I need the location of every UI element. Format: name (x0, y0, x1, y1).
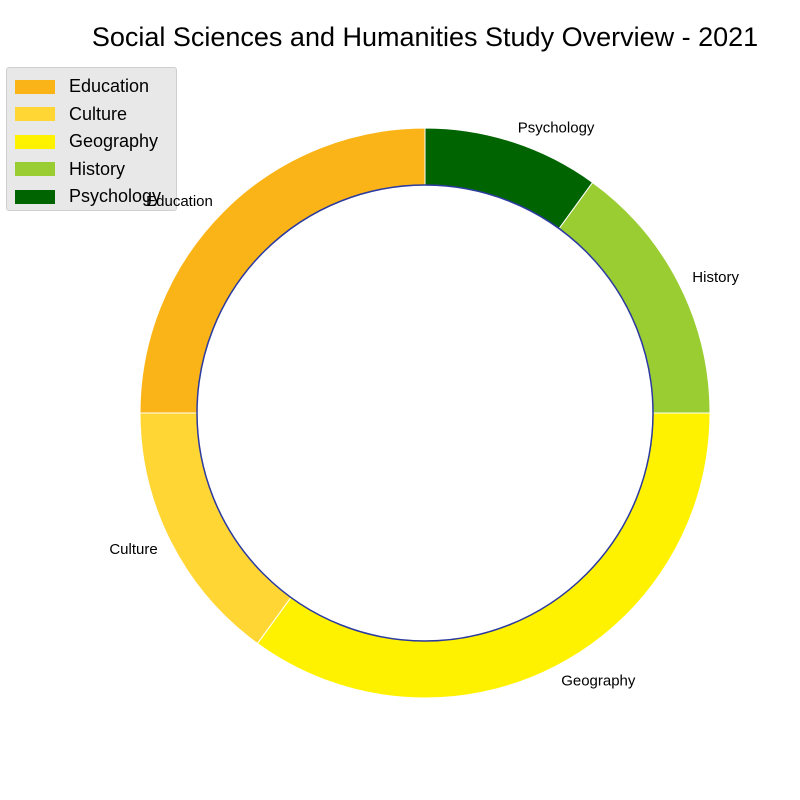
legend-item-psychology: Psychology (7, 183, 176, 211)
slice-label-culture: Culture (109, 541, 157, 558)
slice-label-history: History (692, 269, 739, 286)
legend-swatch (15, 189, 55, 204)
legend-label: Psychology (69, 186, 162, 207)
legend-item-education: Education (7, 73, 176, 101)
legend-swatch (15, 79, 55, 94)
legend-label: Geography (69, 131, 159, 152)
legend-label: Culture (69, 103, 128, 124)
chart-title: Social Sciences and Humanities Study Ove… (91, 22, 759, 52)
legend-item-history: History (7, 156, 176, 184)
legend-label: History (69, 158, 126, 179)
legend-label: Education (69, 76, 150, 97)
legend-item-geography: Geography (7, 128, 176, 156)
donut-center-circle (196, 184, 654, 642)
legend-swatch (15, 162, 55, 177)
slice-label-education: Education (146, 193, 213, 210)
legend-swatch (15, 107, 55, 122)
slice-label-geography: Geography (561, 672, 636, 689)
legend-item-culture: Culture (7, 101, 176, 129)
slice-label-psychology: Psychology (518, 120, 595, 137)
legend-swatch (15, 134, 55, 149)
legend: Education Culture Geography History Psycholo… (6, 67, 177, 211)
